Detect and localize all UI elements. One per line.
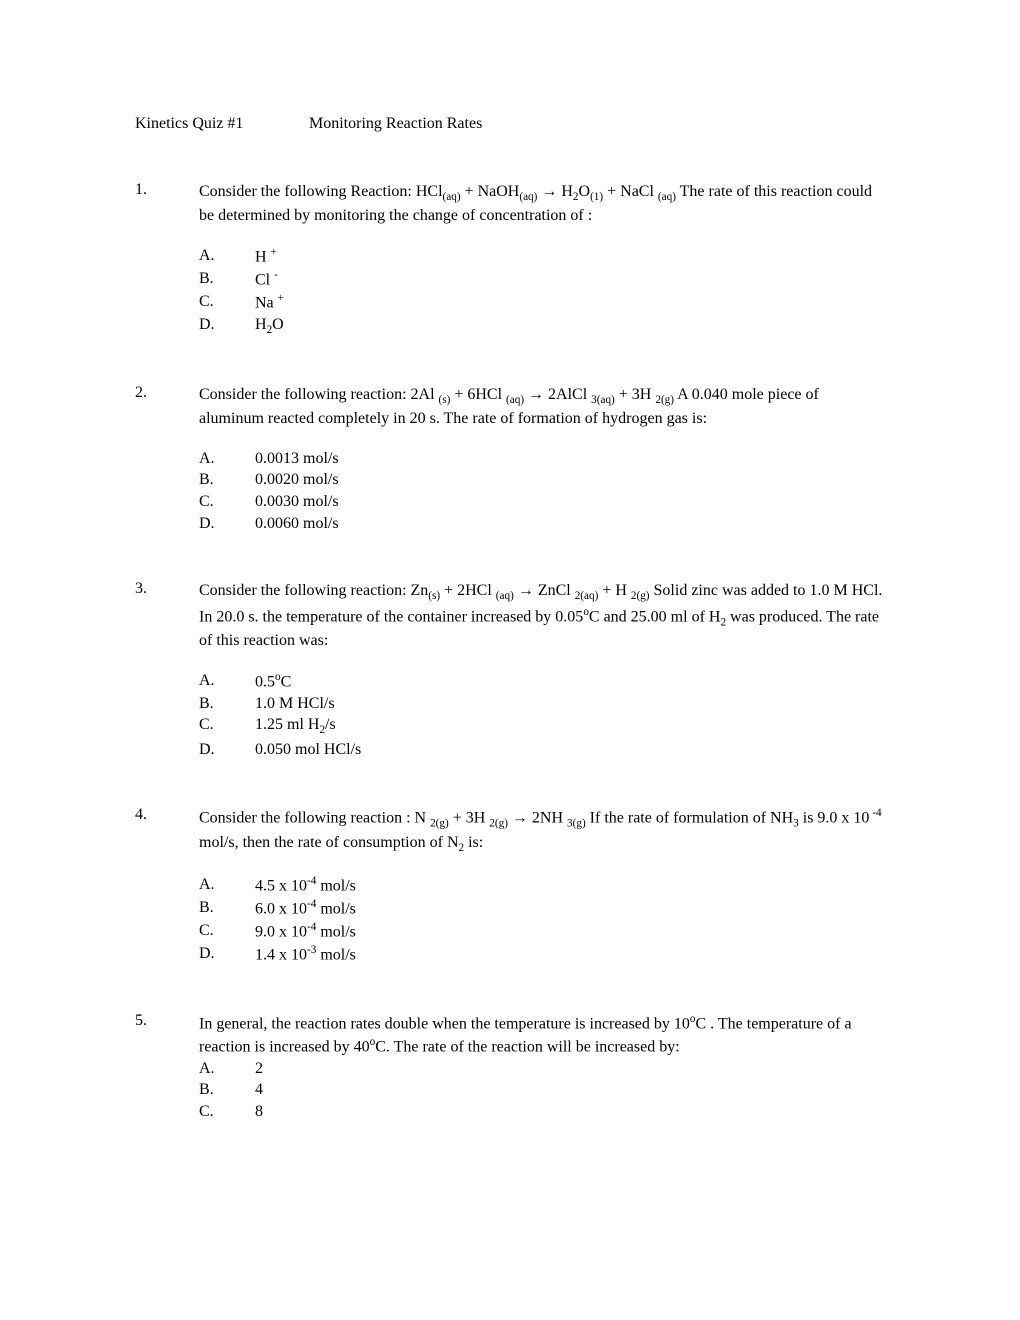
- question-number: 2.: [135, 384, 199, 562]
- choice-text: 0.0020 mol/s: [255, 469, 339, 491]
- choice-letter: C.: [199, 491, 255, 513]
- choice: A.0.5oC: [199, 670, 885, 693]
- choice: A.4.5 x 10-4 mol/s: [199, 874, 885, 897]
- choices: A.H +B.Cl -C.Na +D.H2O: [199, 245, 885, 338]
- choice-text: 4.5 x 10-4 mol/s: [255, 874, 356, 897]
- choice: C.1.25 ml H2/s: [199, 714, 885, 738]
- question-number: 4.: [135, 806, 199, 994]
- choice-letter: A.: [199, 670, 255, 693]
- choice-text: 9.0 x 10-4 mol/s: [255, 920, 356, 943]
- question-body: Consider the following reaction: Zn(s) +…: [199, 580, 885, 788]
- title-row: Kinetics Quiz #1 Monitoring Reaction Rat…: [135, 115, 885, 133]
- question-text: Consider the following reaction : N 2(g)…: [199, 806, 885, 856]
- choice-text: 0.0060 mol/s: [255, 513, 339, 535]
- choice-letter: A.: [199, 448, 255, 470]
- question-body: Consider the following reaction: 2Al (s)…: [199, 384, 885, 562]
- choice: C.Na +: [199, 291, 885, 314]
- choices: A.2B.4C.8: [199, 1058, 885, 1123]
- choice-text: 0.0030 mol/s: [255, 491, 339, 513]
- choice: D.0.050 mol HCl/s: [199, 739, 885, 761]
- choice: A.2: [199, 1058, 885, 1080]
- choice-letter: B.: [199, 268, 255, 291]
- choice-letter: D.: [199, 739, 255, 761]
- choice-text: H +: [255, 245, 277, 268]
- choice: B.6.0 x 10-4 mol/s: [199, 897, 885, 920]
- quiz-subtitle: Monitoring Reaction Rates: [309, 115, 482, 133]
- question: 5.In general, the reaction rates double …: [135, 1012, 885, 1151]
- question-text: Consider the following reaction: Zn(s) +…: [199, 580, 885, 652]
- choice-letter: C.: [199, 714, 255, 738]
- choices: A.0.5oCB.1.0 M HCl/sC.1.25 ml H2/sD.0.05…: [199, 670, 885, 760]
- choice: D.H2O: [199, 314, 885, 338]
- questions-container: 1.Consider the following Reaction: HCl(a…: [135, 181, 885, 1150]
- choice: C.8: [199, 1101, 885, 1123]
- choice-letter: A.: [199, 1058, 255, 1080]
- choice-text: Cl -: [255, 268, 278, 291]
- choice-letter: D.: [199, 943, 255, 966]
- choice: C.9.0 x 10-4 mol/s: [199, 920, 885, 943]
- question-number: 3.: [135, 580, 199, 788]
- question-body: In general, the reaction rates double wh…: [199, 1012, 885, 1151]
- choice-letter: A.: [199, 874, 255, 897]
- choice: C.0.0030 mol/s: [199, 491, 885, 513]
- page: Kinetics Quiz #1 Monitoring Reaction Rat…: [0, 0, 1020, 1228]
- choice-text: 1.4 x 10-3 mol/s: [255, 943, 356, 966]
- choice-text: H2O: [255, 314, 284, 338]
- choice-letter: C.: [199, 920, 255, 943]
- choice-text: 2: [255, 1058, 263, 1080]
- choices: A.4.5 x 10-4 mol/sB.6.0 x 10-4 mol/sC.9.…: [199, 874, 885, 966]
- choice-letter: A.: [199, 245, 255, 268]
- choice-letter: B.: [199, 897, 255, 920]
- question-text: Consider the following reaction: 2Al (s)…: [199, 384, 885, 430]
- question: 3.Consider the following reaction: Zn(s)…: [135, 580, 885, 788]
- question: 4.Consider the following reaction : N 2(…: [135, 806, 885, 994]
- choice-letter: D.: [199, 314, 255, 338]
- choice: D.0.0060 mol/s: [199, 513, 885, 535]
- question-number: 1.: [135, 181, 199, 366]
- choice-letter: C.: [199, 291, 255, 314]
- choice-text: 0.5oC: [255, 670, 291, 693]
- choice-text: Na +: [255, 291, 284, 314]
- choice: B.1.0 M HCl/s: [199, 693, 885, 715]
- choice-text: 1.0 M HCl/s: [255, 693, 335, 715]
- choice: A.0.0013 mol/s: [199, 448, 885, 470]
- choice-text: 4: [255, 1079, 263, 1101]
- choice-text: 1.25 ml H2/s: [255, 714, 336, 738]
- question-text: Consider the following Reaction: HCl(aq)…: [199, 181, 885, 227]
- choice-text: 6.0 x 10-4 mol/s: [255, 897, 356, 920]
- choice: B.0.0020 mol/s: [199, 469, 885, 491]
- choice-letter: B.: [199, 693, 255, 715]
- question-number: 5.: [135, 1012, 199, 1151]
- choice-letter: C.: [199, 1101, 255, 1123]
- choice: B.Cl -: [199, 268, 885, 291]
- choice-text: 0.050 mol HCl/s: [255, 739, 361, 761]
- choice-letter: D.: [199, 513, 255, 535]
- question: 2.Consider the following reaction: 2Al (…: [135, 384, 885, 562]
- choices: A.0.0013 mol/sB.0.0020 mol/sC.0.0030 mol…: [199, 448, 885, 534]
- choice-text: 0.0013 mol/s: [255, 448, 339, 470]
- question-body: Consider the following Reaction: HCl(aq)…: [199, 181, 885, 366]
- quiz-title: Kinetics Quiz #1: [135, 115, 309, 133]
- choice: D.1.4 x 10-3 mol/s: [199, 943, 885, 966]
- choice-text: 8: [255, 1101, 263, 1123]
- choice-letter: B.: [199, 1079, 255, 1101]
- choice-letter: B.: [199, 469, 255, 491]
- choice: B.4: [199, 1079, 885, 1101]
- question-text: In general, the reaction rates double wh…: [199, 1012, 885, 1058]
- question: 1.Consider the following Reaction: HCl(a…: [135, 181, 885, 366]
- choice: A.H +: [199, 245, 885, 268]
- question-body: Consider the following reaction : N 2(g)…: [199, 806, 885, 994]
